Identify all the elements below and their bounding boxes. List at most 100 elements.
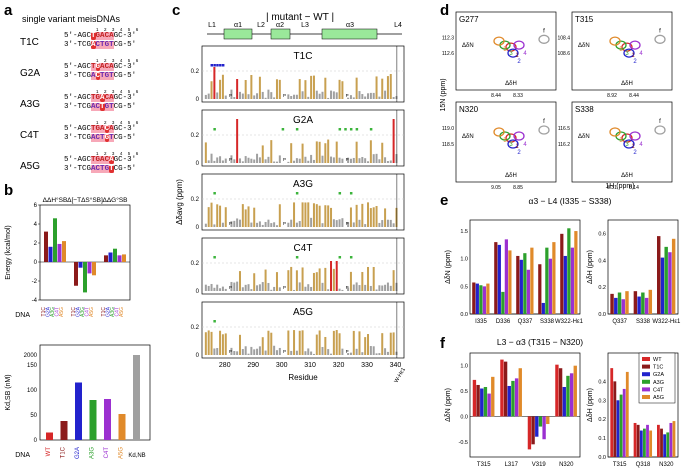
legend-label: C4T	[85, 307, 91, 316]
base: T	[91, 156, 96, 164]
bar-T1C	[503, 361, 508, 417]
bar-C4T	[117, 255, 122, 262]
bar-A5G	[530, 247, 534, 314]
residue-bar	[256, 153, 259, 163]
base: T	[91, 94, 96, 102]
residue-bar	[275, 79, 278, 99]
residue-bar	[375, 206, 378, 227]
residue-bar	[389, 285, 392, 291]
residue-bar	[349, 207, 352, 227]
residue-bar	[341, 348, 344, 355]
strand-prefix: 5'-AGC	[64, 125, 92, 133]
residue-bar	[330, 207, 333, 227]
residue-bar	[338, 157, 341, 163]
residue-bar	[221, 334, 224, 355]
residue-bar	[233, 159, 236, 163]
bar-C4T	[57, 243, 62, 262]
residue-bar	[364, 284, 367, 291]
residue-bar	[301, 91, 304, 99]
residue-bar	[381, 333, 384, 355]
green-marker	[338, 128, 342, 131]
residue-bar	[233, 351, 236, 355]
residue-bar	[273, 97, 276, 99]
legend-label: G2A	[106, 306, 112, 317]
residue-bar	[318, 205, 321, 227]
base: A	[100, 32, 105, 40]
free-mark: f	[543, 119, 545, 125]
residue-bar	[384, 208, 387, 227]
residue-bar	[372, 207, 375, 227]
residue-bar	[375, 353, 378, 355]
bar-G2A	[475, 283, 479, 314]
xtick: 8.14	[629, 185, 639, 190]
residue-bar	[264, 97, 267, 99]
peak-number: 4	[523, 142, 527, 148]
plot-frame	[39, 204, 131, 301]
ytick: 0.2	[191, 133, 200, 139]
base: T	[100, 41, 105, 49]
residue-bar	[378, 96, 381, 99]
peak-number: 4	[639, 51, 643, 57]
peak-number: 3	[625, 51, 629, 57]
residue-bar	[358, 331, 361, 355]
ytick: 1.0	[460, 257, 468, 263]
residue-bar	[318, 330, 321, 355]
bar-T1C	[560, 233, 564, 314]
position-numbers: 1 2 3 4 5 6	[96, 151, 141, 156]
peak-number: 4	[523, 51, 527, 57]
residue-bar	[230, 155, 233, 163]
residue-bar	[389, 332, 392, 355]
residue-bar	[298, 79, 301, 99]
legend-label: C4T	[55, 307, 61, 316]
residue-bar	[355, 77, 358, 99]
residue-bar	[315, 334, 318, 355]
delta-n: ΔδN	[578, 43, 590, 49]
base: C	[104, 125, 110, 133]
variant-name: T1C	[20, 37, 39, 48]
free-peak	[654, 34, 666, 44]
residue-bar	[352, 157, 355, 163]
residue-bar	[290, 350, 293, 355]
xtick: 8.85	[513, 185, 523, 190]
residue-bar	[367, 202, 370, 227]
xlabel: Residue	[288, 373, 318, 382]
dna-label: DNA	[15, 452, 30, 459]
ylabel: ΔδN (ppm)	[445, 388, 452, 422]
legend-swatch	[642, 395, 650, 399]
xlabel: L317	[505, 462, 519, 468]
residue-bar	[264, 350, 267, 355]
strand-core: TGACA	[91, 63, 114, 71]
base: G	[95, 32, 101, 40]
residue-bar	[369, 92, 372, 99]
residue-bar	[384, 90, 387, 99]
bar-A5G	[518, 368, 522, 417]
ytick: 0.2	[598, 285, 606, 291]
residue-bar	[287, 161, 290, 163]
residue-bar	[332, 219, 335, 227]
residue-bar	[361, 156, 364, 163]
strand-prefix: 3'-TCG	[64, 165, 92, 173]
sequence-row-C4T: C4T 1 2 3 4 5 6 5'-AGCTGACAGC-3' 3'-TCGACTG…	[8, 120, 168, 151]
variant-name: A5G	[20, 161, 41, 172]
legend-label: A5G	[59, 307, 65, 317]
strand-core: ACTGT	[91, 41, 114, 49]
residue-bar	[395, 351, 398, 355]
base: A	[100, 63, 105, 71]
ytick: 0.0	[598, 455, 606, 461]
green-marker	[281, 128, 285, 131]
residue-bar	[347, 222, 350, 227]
ylabel: ΔδH (ppm)	[587, 388, 594, 422]
residue-bar	[372, 92, 375, 99]
residue-bar	[358, 285, 361, 291]
residue-bar	[324, 336, 327, 355]
xlabel: I335	[475, 319, 487, 325]
subpanel-title: T1C	[294, 51, 313, 62]
residue-bar	[307, 284, 310, 291]
residue-bar	[358, 219, 361, 227]
ytick: 0.4	[598, 258, 606, 264]
strand-prefix: 3'-TCG	[64, 41, 92, 49]
axis-y: 15N (ppm)	[440, 78, 447, 111]
bar-T1C	[472, 282, 476, 314]
bar-C4T	[668, 252, 672, 314]
ytick: 0	[196, 225, 200, 231]
